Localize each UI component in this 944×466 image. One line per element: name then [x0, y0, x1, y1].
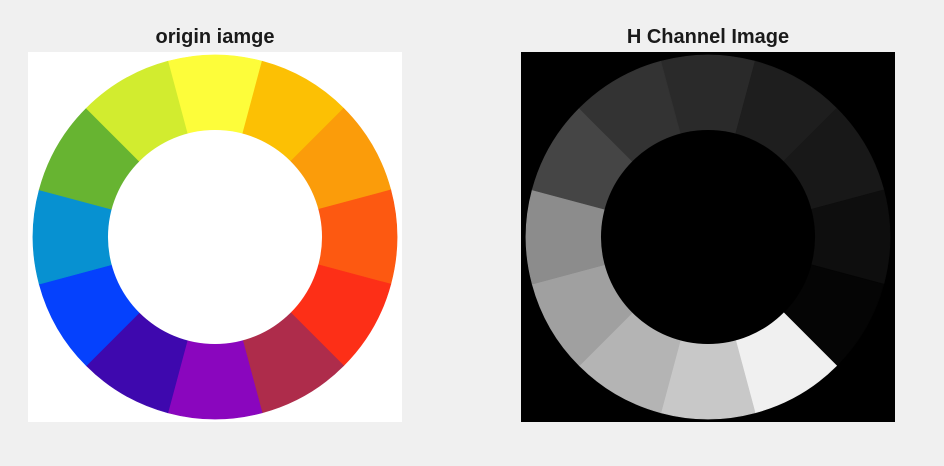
original-wheel-center-hole: [108, 130, 322, 344]
original-color-wheel: [28, 52, 402, 422]
h-channel-color-wheel: [521, 52, 895, 422]
panel-title-h-channel: H Channel Image: [626, 26, 790, 48]
original-image-axes: [28, 52, 402, 422]
h-channel-image-axes: [521, 52, 895, 422]
panel-title-original: origin iamge: [155, 26, 275, 48]
h-channel-wheel-center-hole: [601, 130, 815, 344]
